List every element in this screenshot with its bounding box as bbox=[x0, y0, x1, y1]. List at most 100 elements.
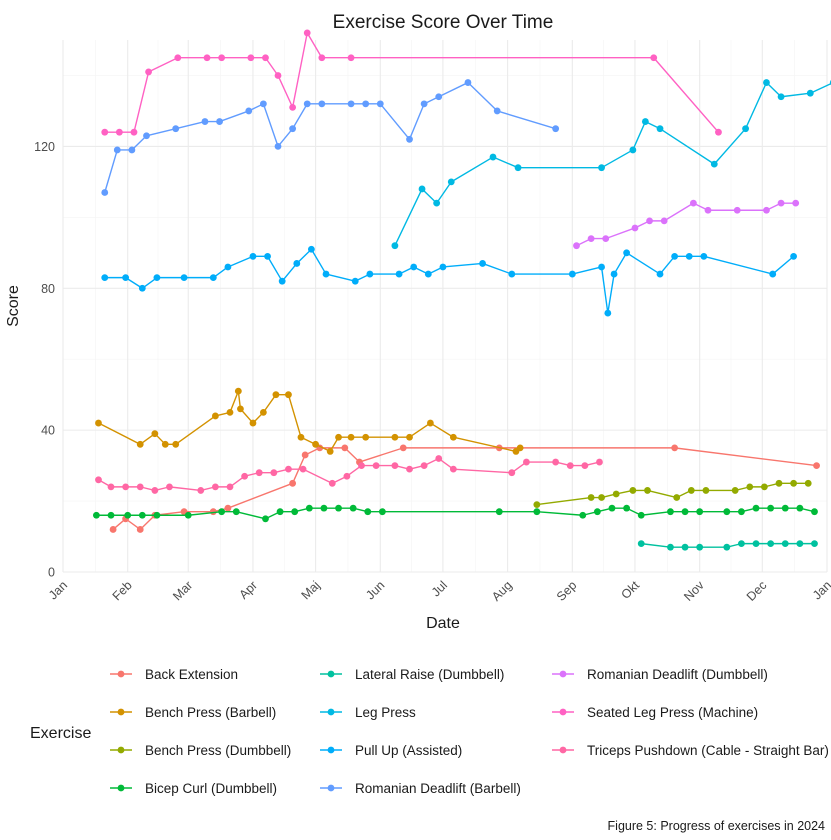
data-point bbox=[235, 388, 242, 395]
data-point bbox=[419, 186, 426, 193]
x-tick-label: Dec bbox=[744, 578, 770, 604]
data-point bbox=[373, 462, 380, 469]
data-point bbox=[392, 434, 399, 441]
data-point bbox=[515, 164, 522, 171]
x-tick-label: Maj bbox=[299, 578, 323, 602]
data-point bbox=[227, 483, 234, 490]
y-tick-label: 120 bbox=[34, 140, 55, 154]
data-point bbox=[581, 462, 588, 469]
x-tick-label: Jan bbox=[46, 578, 70, 602]
legend-item-leg-press: Leg Press bbox=[320, 705, 416, 720]
data-point bbox=[604, 310, 611, 317]
data-point bbox=[552, 125, 559, 132]
data-point bbox=[247, 54, 254, 61]
data-point bbox=[425, 271, 432, 278]
data-point bbox=[650, 54, 657, 61]
legend-key-point bbox=[328, 671, 335, 678]
data-point bbox=[715, 129, 722, 136]
data-point bbox=[218, 508, 225, 515]
data-point bbox=[366, 271, 373, 278]
data-point bbox=[596, 459, 603, 466]
data-point bbox=[181, 274, 188, 281]
data-point bbox=[279, 278, 286, 285]
data-point bbox=[811, 508, 818, 515]
data-point bbox=[767, 505, 774, 512]
data-point bbox=[350, 505, 357, 512]
data-point bbox=[427, 420, 434, 427]
data-point bbox=[494, 108, 501, 115]
series-layer bbox=[93, 30, 831, 551]
x-tick-label: Jun bbox=[363, 578, 387, 602]
chart-title: Exercise Score Over Time bbox=[333, 12, 554, 33]
legend-key-point bbox=[118, 709, 125, 716]
x-axis-title: Date bbox=[426, 615, 460, 632]
data-point bbox=[304, 30, 311, 37]
legend-item-back-extension: Back Extension bbox=[110, 667, 238, 682]
data-point bbox=[421, 100, 428, 107]
data-point bbox=[172, 125, 179, 132]
legend-label: Leg Press bbox=[355, 705, 416, 720]
data-point bbox=[154, 512, 161, 519]
data-point bbox=[682, 508, 689, 515]
data-point bbox=[145, 69, 152, 76]
data-point bbox=[696, 544, 703, 551]
data-point bbox=[108, 483, 115, 490]
data-point bbox=[348, 100, 355, 107]
x-tick-label: Apr bbox=[236, 578, 260, 602]
data-point bbox=[778, 93, 785, 100]
data-point bbox=[289, 125, 296, 132]
data-point bbox=[262, 515, 269, 522]
data-point bbox=[216, 118, 223, 125]
data-point bbox=[671, 253, 678, 260]
data-point bbox=[588, 494, 595, 501]
data-point bbox=[101, 189, 108, 196]
data-point bbox=[308, 246, 315, 253]
data-point bbox=[763, 207, 770, 214]
data-point bbox=[682, 544, 689, 551]
data-point bbox=[435, 455, 442, 462]
legend-key-point bbox=[328, 747, 335, 754]
data-point bbox=[573, 242, 580, 249]
data-point bbox=[661, 217, 668, 224]
data-point bbox=[734, 207, 741, 214]
x-tick-label: Jan bbox=[810, 578, 831, 602]
data-point bbox=[400, 444, 407, 451]
data-point bbox=[233, 508, 240, 515]
data-point bbox=[723, 544, 730, 551]
data-point bbox=[629, 147, 636, 154]
legend-label: Bench Press (Barbell) bbox=[145, 705, 276, 720]
data-point bbox=[95, 420, 102, 427]
data-point bbox=[705, 207, 712, 214]
data-point bbox=[490, 154, 497, 161]
data-point bbox=[805, 480, 812, 487]
data-point bbox=[598, 494, 605, 501]
data-point bbox=[406, 136, 413, 143]
data-point bbox=[318, 54, 325, 61]
data-point bbox=[335, 505, 342, 512]
data-point bbox=[343, 473, 350, 480]
data-point bbox=[673, 494, 680, 501]
data-point bbox=[122, 274, 129, 281]
data-point bbox=[594, 508, 601, 515]
data-point bbox=[767, 540, 774, 547]
data-point bbox=[124, 512, 131, 519]
data-point bbox=[166, 483, 173, 490]
data-point bbox=[143, 132, 150, 139]
legend-item-seated-leg-press-machine: Seated Leg Press (Machine) bbox=[552, 705, 758, 720]
data-point bbox=[623, 249, 630, 256]
data-point bbox=[761, 483, 768, 490]
data-point bbox=[210, 274, 217, 281]
data-point bbox=[796, 540, 803, 547]
data-point bbox=[433, 200, 440, 207]
data-point bbox=[638, 540, 645, 547]
data-point bbox=[202, 118, 209, 125]
data-point bbox=[813, 462, 820, 469]
data-point bbox=[137, 483, 144, 490]
data-point bbox=[260, 409, 267, 416]
data-point bbox=[329, 480, 336, 487]
data-point bbox=[667, 544, 674, 551]
data-point bbox=[341, 444, 348, 451]
data-point bbox=[212, 483, 219, 490]
data-point bbox=[212, 413, 219, 420]
